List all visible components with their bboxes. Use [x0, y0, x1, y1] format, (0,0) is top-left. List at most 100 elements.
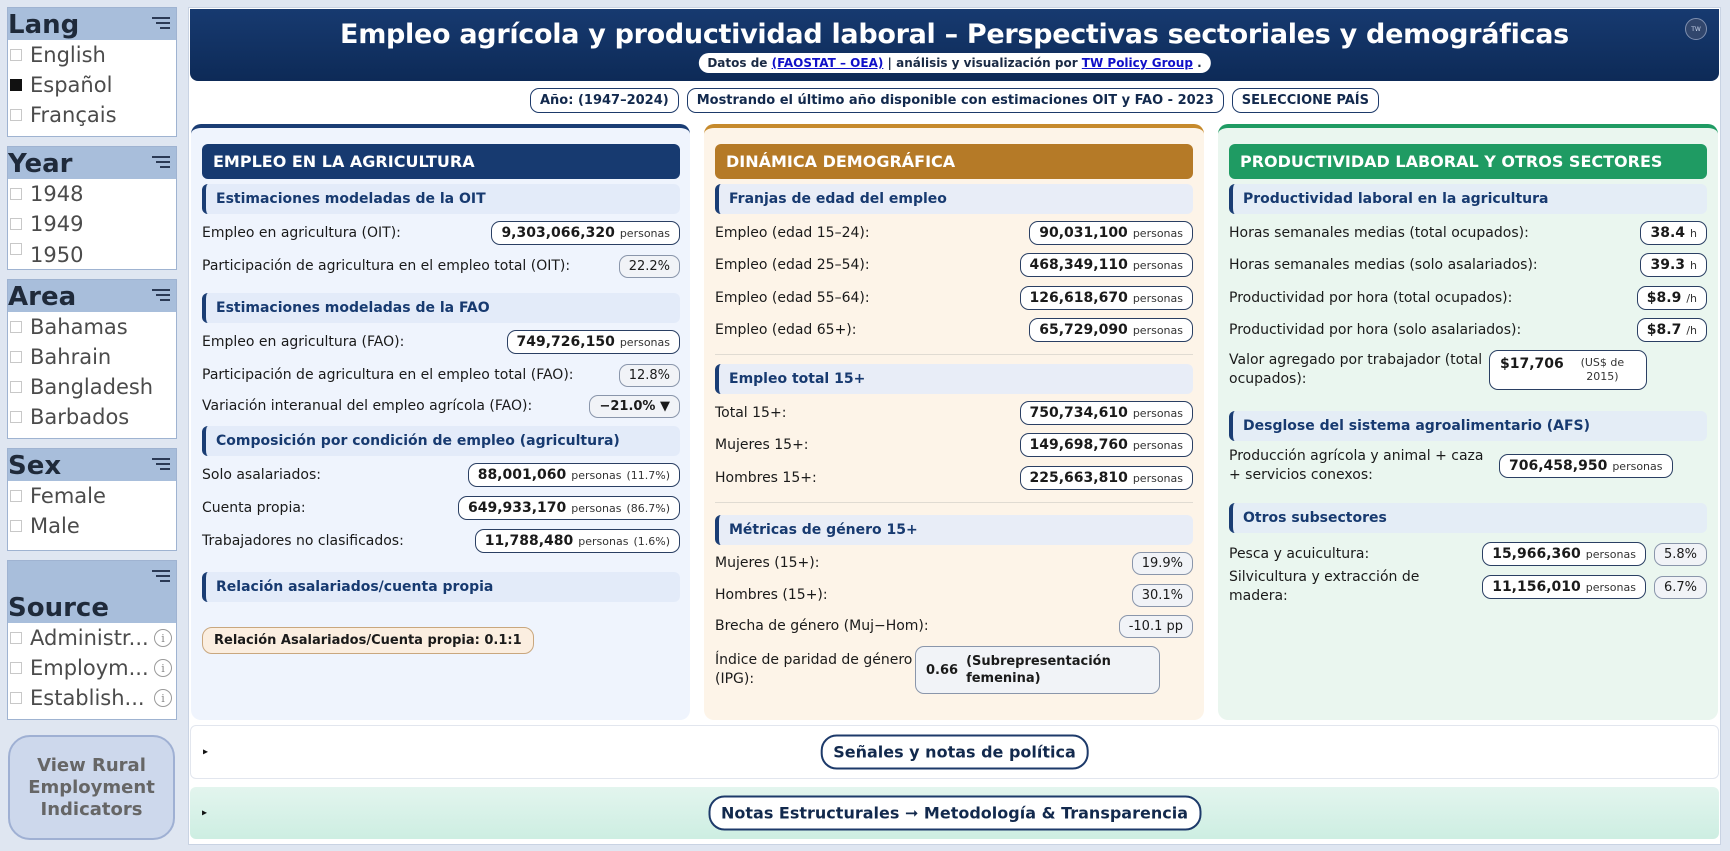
oit-share-value: 22.2%: [618, 254, 680, 278]
source-option[interactable]: Employm... i: [8, 653, 176, 683]
lang-option-espanol[interactable]: Español: [8, 70, 176, 100]
source-slicer: Source Administr... i Employm... i Establi…: [7, 560, 177, 720]
lang-option-francais[interactable]: Français: [8, 100, 176, 130]
fao-share-value: 12.8%: [618, 363, 680, 387]
slicer-menu-icon[interactable]: [152, 289, 170, 304]
area-option[interactable]: Barbados: [8, 402, 176, 432]
year-slicer: Year 1948 1949 1950: [7, 146, 177, 270]
checkbox-icon[interactable]: [10, 411, 22, 423]
structural-notes-expander[interactable]: ▸ Notas Estructurales ➞ Metodología & Tr…: [190, 787, 1719, 839]
source-slicer-header: Source: [8, 561, 176, 623]
page-title: Empleo agrícola y productividad laboral …: [340, 19, 1569, 50]
slicer-menu-icon[interactable]: [152, 156, 170, 171]
checkbox-icon[interactable]: [10, 490, 22, 502]
age-row: Empleo (edad 55–64): 126,618,670 personas: [715, 282, 1193, 314]
checkbox-icon[interactable]: [10, 381, 22, 393]
filter-bar: Año: (1947–2024) Mostrando el último año…: [189, 88, 1720, 113]
sex-option-female[interactable]: Female: [8, 481, 176, 511]
slicer-menu-icon[interactable]: [152, 570, 170, 585]
lang-slicer-header: Lang: [8, 8, 176, 40]
structural-notes-button[interactable]: Notas Estructurales ➞ Metodología & Tran…: [708, 795, 1201, 831]
checkbox-checked-icon[interactable]: [10, 79, 22, 91]
view-rural-employment-button[interactable]: View Rural Employment Indicators: [8, 735, 175, 840]
latest-year-pill[interactable]: Mostrando el último año disponible con e…: [686, 88, 1224, 113]
tw-policy-link[interactable]: TW Policy Group: [1081, 56, 1193, 70]
prod-hour-wage-value: $8.7/h: [1636, 318, 1707, 342]
total-row: Total 15+: 750,734,610 personas: [715, 397, 1193, 429]
total-value: 225,663,810 personas: [1019, 466, 1193, 490]
age-value: 90,031,100 personas: [1029, 221, 1193, 245]
info-icon[interactable]: i: [154, 659, 172, 677]
total-section-title: Empleo total 15+: [715, 364, 1193, 394]
select-country-button[interactable]: SELECCIONE PAÍS: [1231, 88, 1380, 113]
men-share-value: 30.1%: [1131, 583, 1193, 607]
women-share-row: Mujeres (15+): 19.9%: [715, 548, 1193, 578]
expand-triangle-icon[interactable]: ▸: [203, 746, 209, 758]
age-section-title: Franjas de edad del empleo: [715, 184, 1193, 214]
checkbox-icon[interactable]: [10, 351, 22, 363]
total-row: Hombres 15+: 225,663,810 personas: [715, 462, 1193, 494]
area-option[interactable]: Bahamas: [8, 312, 176, 342]
policy-notes-expander[interactable]: ▸ Señales y notas de política: [190, 725, 1719, 779]
sex-option-male[interactable]: Male: [8, 511, 176, 541]
info-icon[interactable]: i: [154, 689, 172, 707]
checkbox-icon[interactable]: [10, 109, 22, 121]
productivity-card: PRODUCTIVIDAD LABORAL Y OTROS SECTORES P…: [1218, 124, 1718, 720]
area-slicer: Area Bahamas Bahrain Bangladesh Barbados: [7, 279, 177, 439]
employment-heading: EMPLEO EN LA AGRICULTURA: [202, 144, 680, 179]
age-value: 65,729,090 personas: [1029, 318, 1193, 342]
year-option[interactable]: 1950: [8, 239, 176, 267]
year-range-pill[interactable]: Año: (1947–2024): [529, 88, 679, 113]
other-section-title: Otros subsectores: [1229, 503, 1707, 533]
ratio-section-title: Relación asalariados/cuenta propia: [202, 572, 680, 602]
lang-option-english[interactable]: English: [8, 40, 176, 70]
source-slicer-title: Source: [8, 593, 109, 623]
year-option[interactable]: 1949: [8, 209, 176, 239]
fishing-value: 15,966,360 personas: [1482, 542, 1646, 566]
age-value: 468,349,110 personas: [1019, 253, 1193, 277]
oit-employment-value: 9,303,066,320 personas: [491, 221, 680, 245]
checkbox-icon[interactable]: [10, 321, 22, 333]
dashboard-main: Empleo agrícola y productividad laboral …: [188, 7, 1721, 845]
source-option[interactable]: Administr... i: [8, 623, 176, 653]
slicer-menu-icon[interactable]: [152, 17, 170, 32]
policy-notes-button[interactable]: Señales y notas de política: [820, 734, 1089, 770]
value-added-value: $17,706 (US$ de 2015): [1489, 350, 1647, 390]
area-option[interactable]: Bahrain: [8, 342, 176, 372]
own-account-row: Cuenta propia: 649,933,170 personas (86.7%…: [202, 492, 680, 524]
year-option[interactable]: 1948: [8, 179, 176, 209]
total-value: 750,734,610 personas: [1019, 401, 1193, 425]
fishing-row: Pesca y acuicultura: 15,966,360 personas …: [1229, 538, 1707, 570]
checkbox-icon[interactable]: [10, 188, 22, 200]
checkbox-icon[interactable]: [10, 49, 22, 61]
oit-employment-row: Empleo en agricultura (OIT): 9,303,066,3…: [202, 217, 680, 249]
fao-variation-row: Variación interanual del empleo agrícola…: [202, 392, 680, 420]
fishing-share: 5.8%: [1653, 542, 1707, 566]
gender-gap-row: Brecha de género (Muj−Hom): -10.1 pp: [715, 611, 1193, 641]
unclassified-value: 11,788,480 personas (1.6%): [474, 529, 680, 553]
year-slicer-header: Year: [8, 147, 176, 179]
faostat-link[interactable]: (FAOSTAT – OEA): [771, 56, 884, 70]
afs-row: Producción agrícola y animal + caza + se…: [1229, 445, 1707, 487]
checkbox-icon[interactable]: [10, 520, 22, 532]
checkbox-icon[interactable]: [10, 632, 22, 644]
hours-total-value: 38.4 h: [1640, 221, 1707, 245]
hours-total-row: Horas semanales medias (total ocupados):…: [1229, 217, 1707, 249]
info-icon[interactable]: i: [154, 629, 172, 647]
expand-triangle-icon[interactable]: ▸: [202, 807, 208, 819]
fao-variation-value: −21.0% ▼: [589, 394, 680, 418]
area-slicer-header: Area: [8, 280, 176, 312]
age-row: Empleo (edad 65+): 65,729,090 personas: [715, 314, 1193, 346]
sex-slicer-header: Sex: [8, 449, 176, 481]
slicer-menu-icon[interactable]: [152, 458, 170, 473]
unclassified-row: Trabajadores no clasificados: 11,788,480…: [202, 525, 680, 557]
oit-section-title: Estimaciones modeladas de la OIT: [202, 184, 680, 214]
checkbox-icon[interactable]: [10, 692, 22, 704]
checkbox-icon[interactable]: [10, 218, 22, 230]
source-option[interactable]: Establish... i: [8, 683, 176, 713]
area-option[interactable]: Bangladesh: [8, 372, 176, 402]
checkbox-icon[interactable]: [10, 662, 22, 674]
forestry-share: 6.7%: [1653, 575, 1707, 599]
fao-employment-row: Empleo en agricultura (FAO): 749,726,150…: [202, 326, 680, 358]
checkbox-icon[interactable]: [10, 243, 22, 255]
